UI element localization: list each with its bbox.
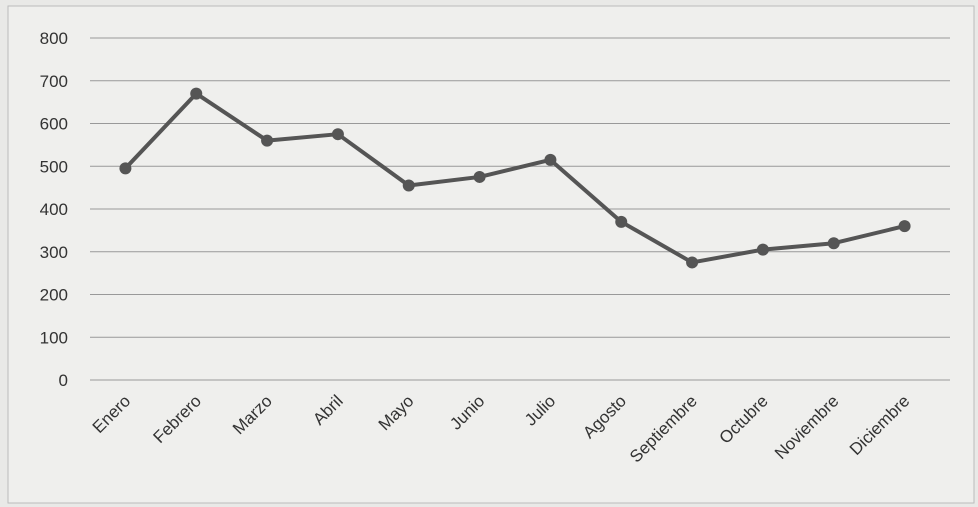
marker <box>331 128 344 141</box>
marker <box>402 179 415 192</box>
marker <box>898 220 911 233</box>
y-tick-label: 0 <box>59 371 68 390</box>
chart-frame <box>7 5 975 504</box>
y-tick-label: 700 <box>40 72 68 91</box>
y-tick-label: 300 <box>40 243 68 262</box>
marker <box>756 243 769 256</box>
marker <box>190 87 203 100</box>
marker <box>827 237 840 250</box>
marker <box>473 170 486 183</box>
line <box>123 91 906 265</box>
marker <box>615 215 628 228</box>
marker <box>261 134 274 147</box>
y-tick-label: 400 <box>40 200 68 219</box>
y-tick-label: 200 <box>40 286 68 305</box>
marker <box>686 256 699 269</box>
y-tick-label: 100 <box>40 328 68 347</box>
y-tick-label: 500 <box>40 157 68 176</box>
y-tick-label: 800 <box>40 29 68 48</box>
y-tick-label: 600 <box>40 115 68 134</box>
marker <box>119 162 132 175</box>
marker <box>544 153 557 166</box>
